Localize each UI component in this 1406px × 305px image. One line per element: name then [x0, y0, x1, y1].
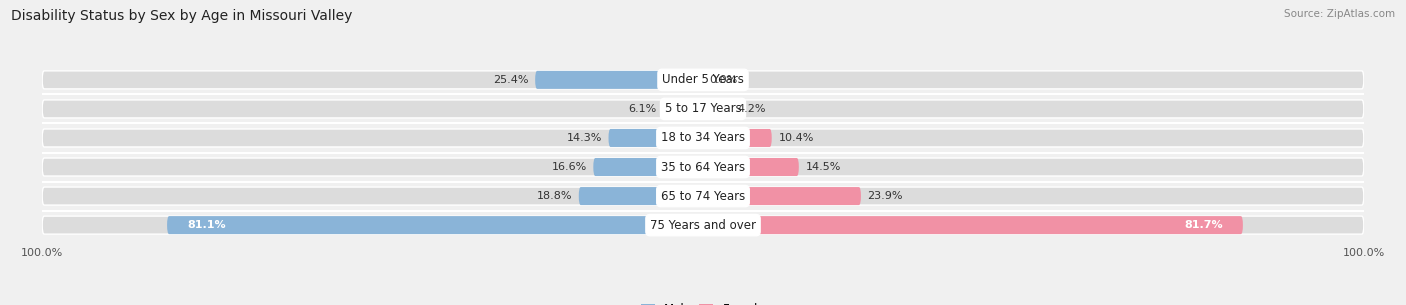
FancyBboxPatch shape	[593, 158, 703, 176]
FancyBboxPatch shape	[579, 187, 703, 205]
Text: 14.5%: 14.5%	[806, 162, 841, 172]
Text: 5 to 17 Years: 5 to 17 Years	[665, 102, 741, 115]
FancyBboxPatch shape	[703, 216, 1243, 234]
Text: 14.3%: 14.3%	[567, 133, 602, 143]
Text: 65 to 74 Years: 65 to 74 Years	[661, 190, 745, 203]
Text: 0.0%: 0.0%	[710, 75, 738, 85]
FancyBboxPatch shape	[42, 158, 1364, 176]
FancyBboxPatch shape	[662, 100, 703, 118]
Text: 81.7%: 81.7%	[1184, 220, 1223, 230]
Legend: Male, Female: Male, Female	[636, 298, 770, 305]
FancyBboxPatch shape	[42, 187, 1364, 205]
FancyBboxPatch shape	[42, 129, 1364, 147]
FancyBboxPatch shape	[42, 71, 1364, 89]
Text: 4.2%: 4.2%	[737, 104, 766, 114]
Text: 16.6%: 16.6%	[551, 162, 586, 172]
Text: 75 Years and over: 75 Years and over	[650, 219, 756, 231]
FancyBboxPatch shape	[703, 187, 860, 205]
FancyBboxPatch shape	[703, 129, 772, 147]
FancyBboxPatch shape	[703, 158, 799, 176]
Text: Source: ZipAtlas.com: Source: ZipAtlas.com	[1284, 9, 1395, 19]
FancyBboxPatch shape	[703, 100, 731, 118]
Text: 10.4%: 10.4%	[779, 133, 814, 143]
FancyBboxPatch shape	[42, 100, 1364, 118]
Text: Disability Status by Sex by Age in Missouri Valley: Disability Status by Sex by Age in Misso…	[11, 9, 353, 23]
Text: 23.9%: 23.9%	[868, 191, 903, 201]
Text: 25.4%: 25.4%	[494, 75, 529, 85]
Text: 6.1%: 6.1%	[628, 104, 657, 114]
Text: Under 5 Years: Under 5 Years	[662, 74, 744, 86]
FancyBboxPatch shape	[42, 216, 1364, 234]
Text: 18 to 34 Years: 18 to 34 Years	[661, 131, 745, 145]
Text: 81.1%: 81.1%	[187, 220, 225, 230]
FancyBboxPatch shape	[609, 129, 703, 147]
FancyBboxPatch shape	[536, 71, 703, 89]
Text: 18.8%: 18.8%	[537, 191, 572, 201]
FancyBboxPatch shape	[167, 216, 703, 234]
Text: 35 to 64 Years: 35 to 64 Years	[661, 160, 745, 174]
